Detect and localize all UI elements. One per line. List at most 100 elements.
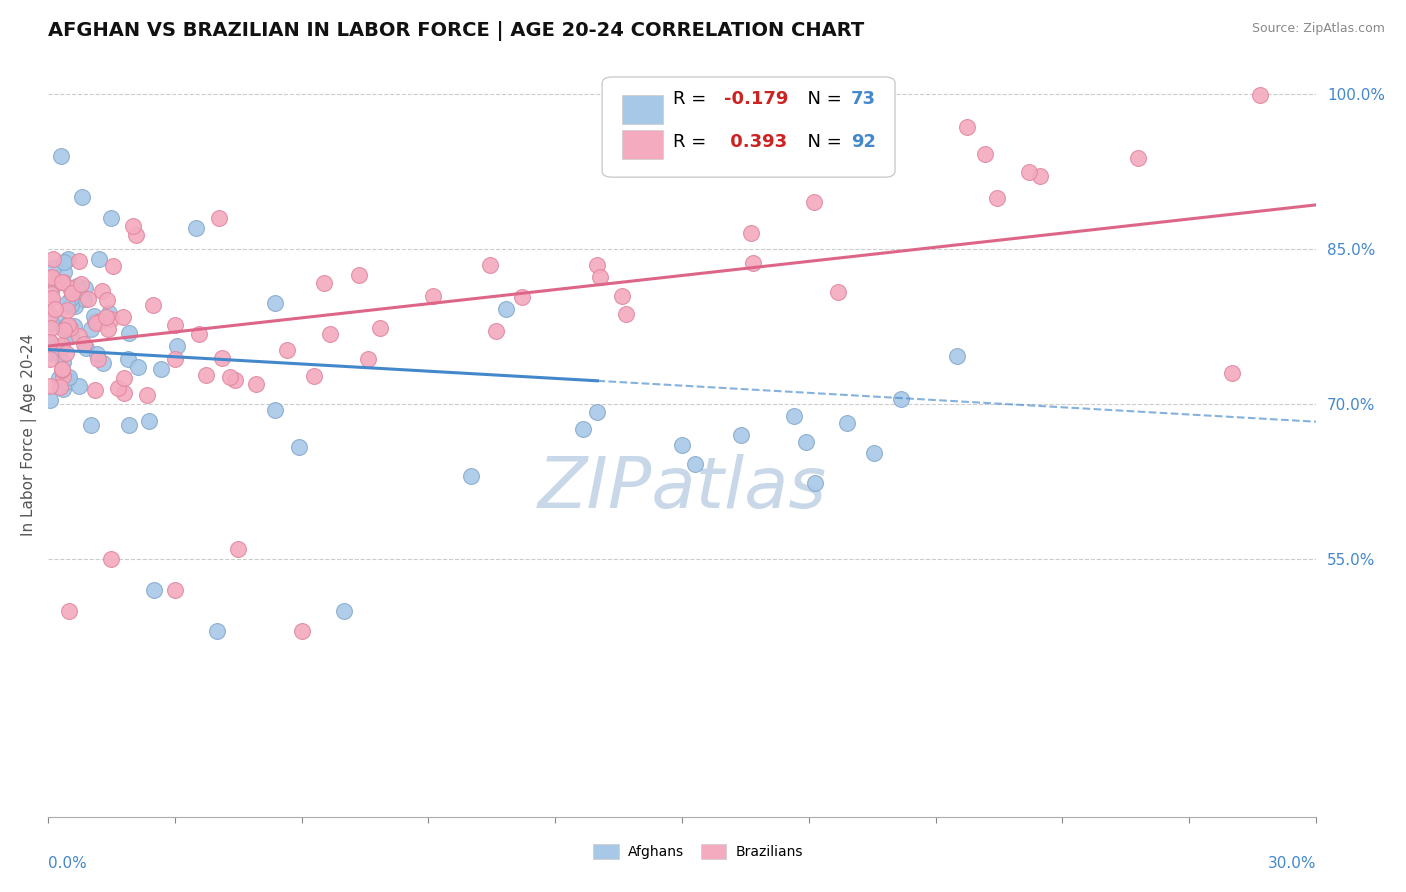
Point — [1128, 152, 1150, 166]
Point — [127, 359, 149, 374]
Point — [41, 292, 63, 306]
Point — [478, 259, 501, 273]
Point — [333, 604, 356, 618]
Point — [873, 151, 896, 165]
Point — [783, 409, 806, 424]
Point — [91, 356, 114, 370]
Point — [51, 275, 73, 289]
Point — [66, 278, 89, 293]
Point — [612, 289, 634, 303]
Point — [48, 345, 70, 359]
Point — [794, 434, 817, 449]
Text: ZIPatlas: ZIPatlas — [537, 454, 827, 523]
Point — [224, 373, 246, 387]
Point — [41, 269, 63, 284]
Point — [184, 221, 207, 235]
Point — [319, 327, 342, 342]
Point — [67, 254, 90, 268]
Point — [1018, 165, 1040, 179]
Point — [63, 318, 86, 333]
Point — [53, 323, 76, 337]
Point — [80, 321, 103, 335]
Point — [956, 120, 979, 134]
Point — [837, 416, 859, 430]
Text: 30.0%: 30.0% — [1268, 856, 1316, 871]
Text: 73: 73 — [851, 90, 876, 108]
Point — [422, 289, 444, 303]
Bar — [702, 844, 727, 859]
Point — [60, 285, 83, 300]
Point — [94, 310, 117, 325]
Point — [122, 219, 145, 233]
Point — [49, 379, 72, 393]
Point — [304, 368, 326, 383]
Point — [671, 438, 693, 452]
Bar — [593, 844, 619, 859]
Point — [56, 303, 79, 318]
Point — [245, 377, 267, 392]
Point — [112, 371, 135, 385]
Point — [586, 405, 609, 419]
Point — [56, 318, 79, 332]
Point — [60, 291, 83, 305]
Point — [75, 281, 97, 295]
Point — [96, 293, 118, 307]
Point — [84, 384, 107, 398]
Point — [194, 368, 217, 383]
Point — [163, 318, 186, 332]
Point — [111, 310, 134, 324]
Point — [347, 268, 370, 282]
Point — [58, 300, 80, 314]
Bar — [623, 95, 664, 124]
Point — [166, 339, 188, 353]
Point — [67, 329, 90, 343]
Point — [59, 321, 82, 335]
Point — [49, 316, 72, 330]
Point — [276, 343, 298, 357]
Point — [1029, 169, 1052, 183]
Point — [48, 371, 70, 385]
Point — [39, 270, 62, 285]
Point — [52, 355, 75, 369]
Point — [986, 191, 1008, 205]
Point — [67, 379, 90, 393]
Point — [1220, 366, 1243, 380]
Point — [55, 373, 77, 387]
Point — [208, 211, 231, 225]
Point — [87, 352, 110, 367]
Point — [51, 338, 73, 352]
Point — [264, 402, 287, 417]
Point — [98, 306, 121, 320]
Point — [460, 469, 482, 483]
Point — [60, 285, 83, 300]
Point — [312, 276, 335, 290]
Point — [118, 417, 141, 432]
Point — [52, 275, 75, 289]
Point — [59, 329, 82, 343]
Point — [39, 335, 62, 350]
Point — [165, 352, 187, 367]
Point — [890, 392, 912, 406]
Point — [683, 458, 706, 472]
Point — [101, 259, 124, 273]
Point — [211, 351, 233, 365]
Point — [39, 308, 62, 322]
Point — [730, 428, 752, 442]
Point — [118, 326, 141, 341]
Point — [91, 284, 114, 298]
Point — [44, 302, 66, 317]
Point — [60, 328, 83, 343]
Point — [52, 382, 75, 396]
Point — [52, 265, 75, 279]
Point — [263, 296, 285, 310]
Text: 0.0%: 0.0% — [48, 856, 87, 871]
Point — [70, 190, 93, 204]
Point — [83, 309, 105, 323]
Point — [112, 385, 135, 400]
Point — [58, 372, 80, 386]
Point — [53, 255, 76, 269]
Point — [55, 295, 77, 310]
Point — [142, 298, 165, 312]
Text: Source: ZipAtlas.com: Source: ZipAtlas.com — [1251, 22, 1385, 36]
Point — [512, 290, 534, 304]
